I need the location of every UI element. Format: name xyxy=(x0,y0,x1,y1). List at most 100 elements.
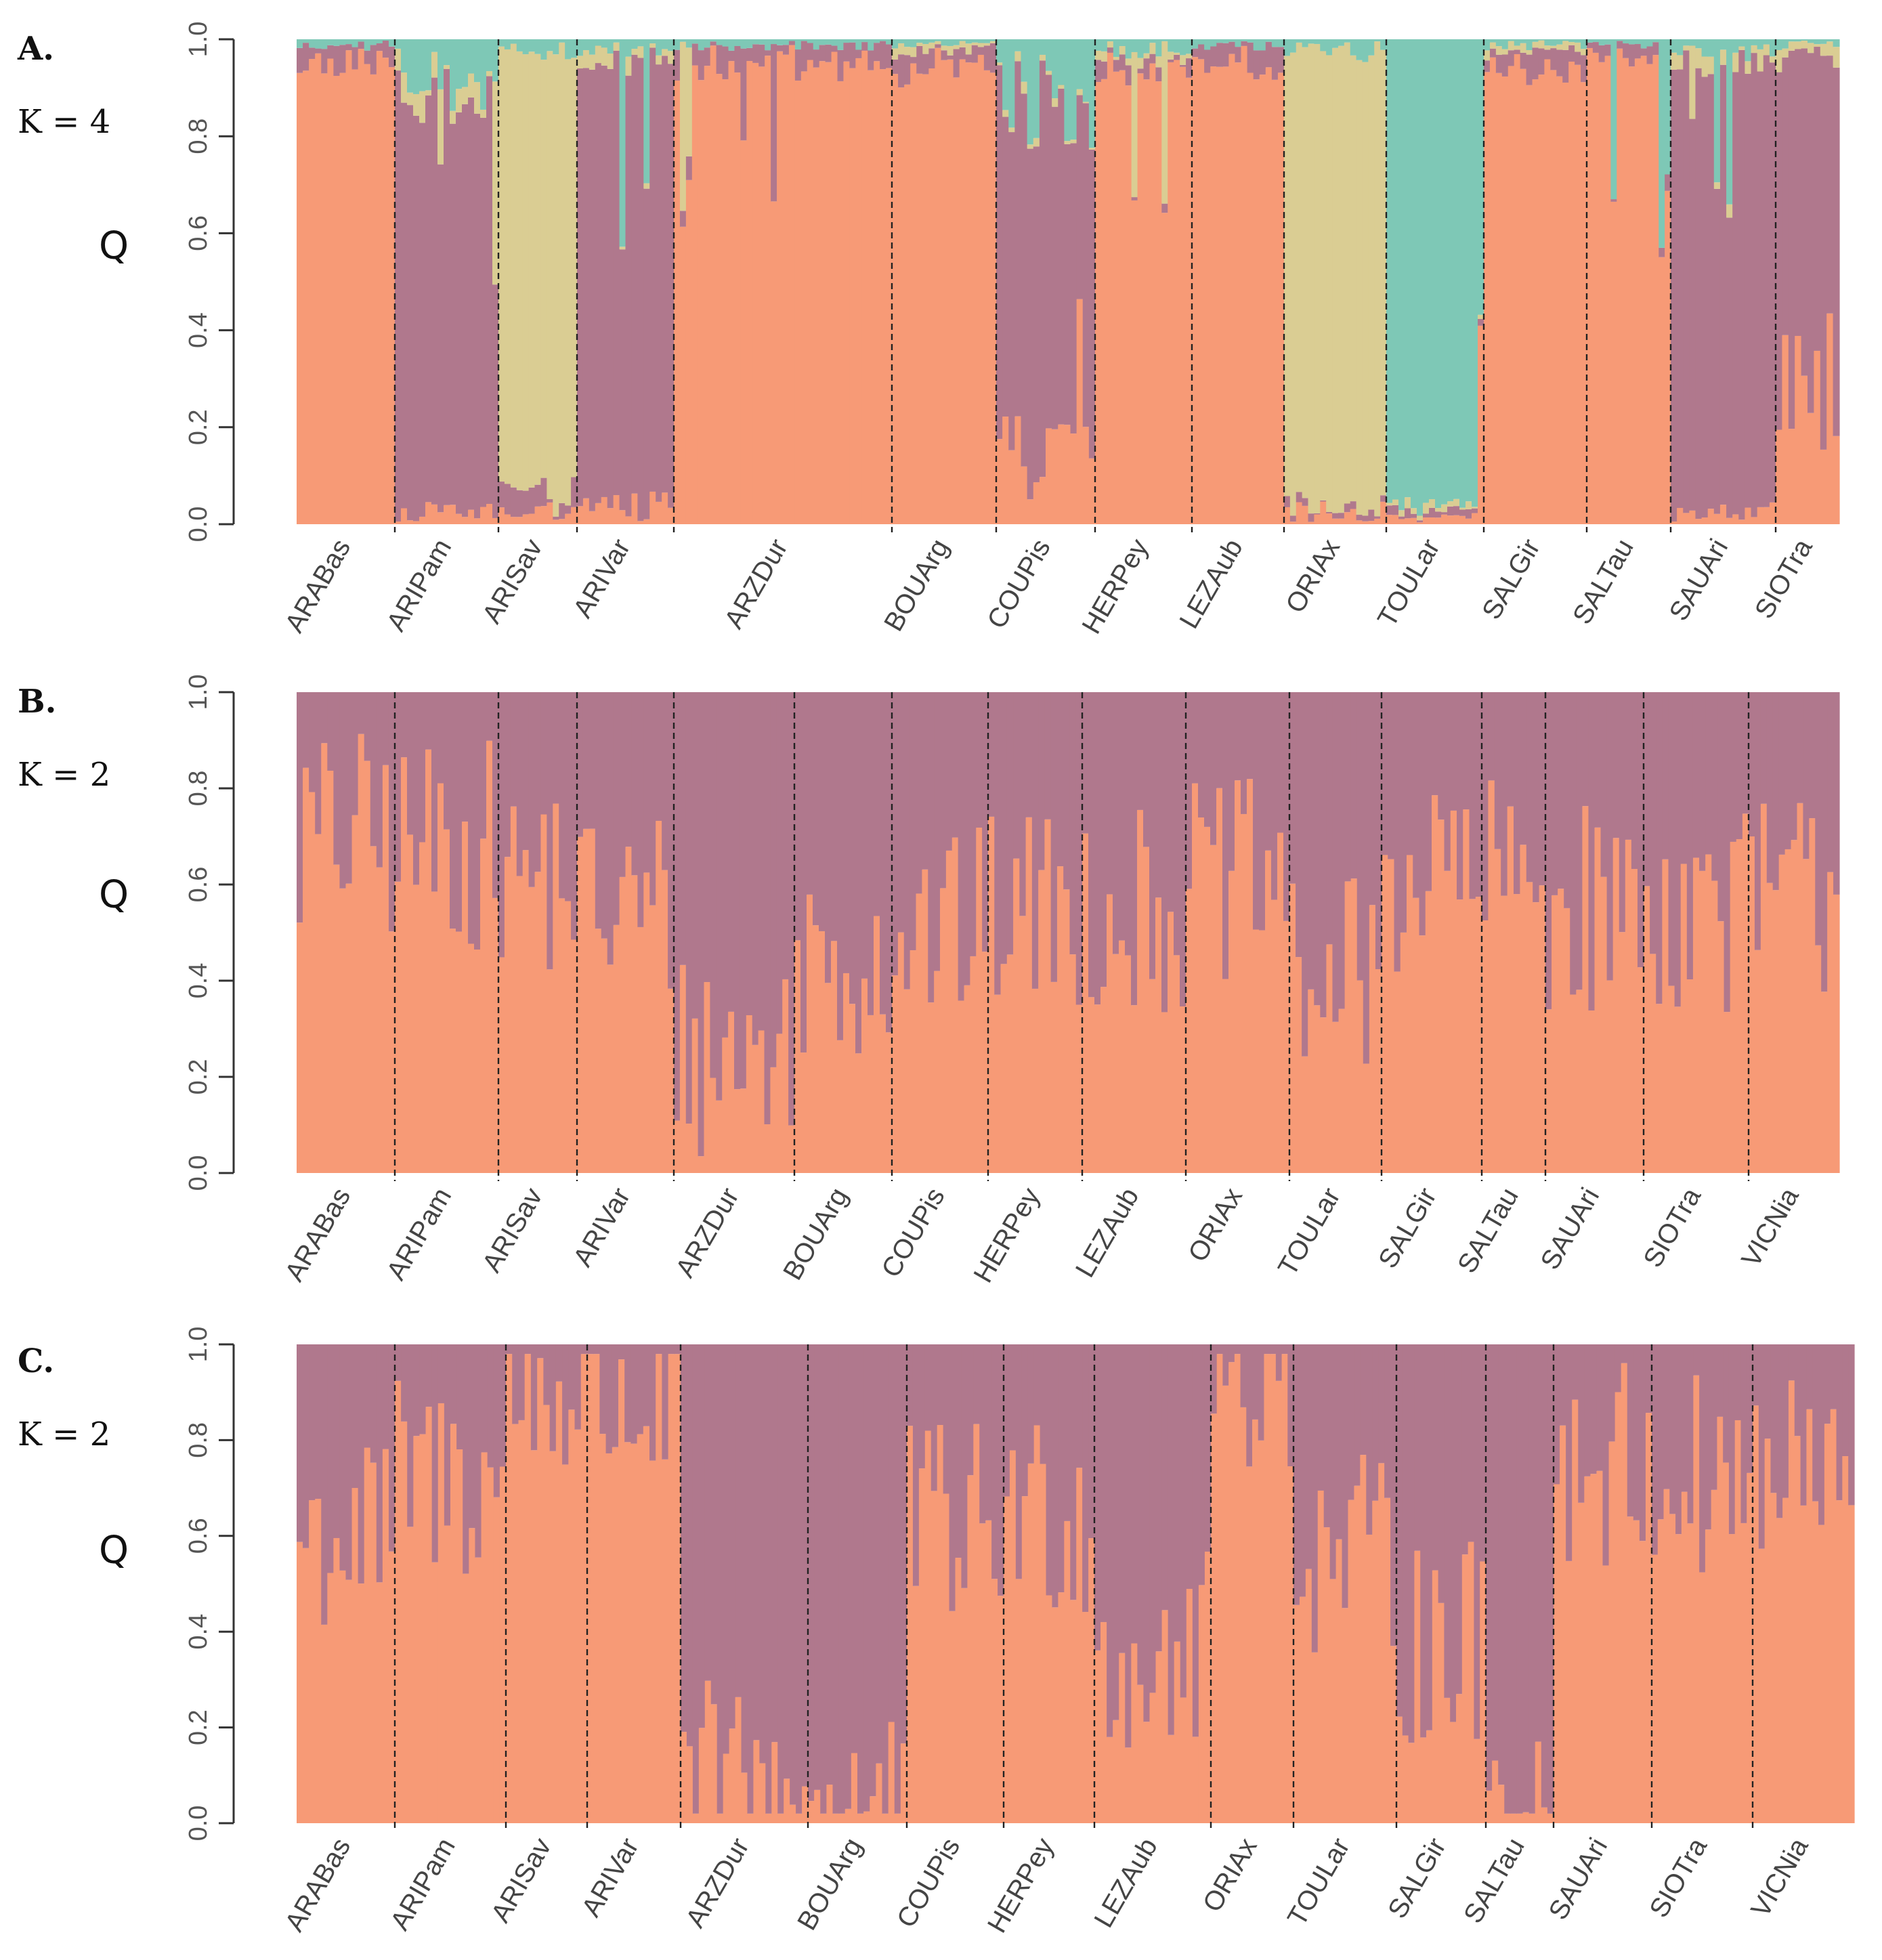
bar-segment xyxy=(752,39,759,45)
bar-segment xyxy=(582,498,590,524)
bar-segment xyxy=(1107,1737,1113,1823)
y-tick-label: 0.2 xyxy=(184,1709,213,1745)
bar-segment xyxy=(1751,517,1758,524)
bar-segment xyxy=(534,506,542,524)
bar-segment xyxy=(555,1344,563,1382)
bar-segment xyxy=(691,43,699,66)
bar-segment xyxy=(788,45,796,524)
bar-segment xyxy=(1719,39,1727,50)
bar-segment xyxy=(1180,66,1186,524)
bar-segment xyxy=(510,39,517,44)
bar-segment xyxy=(807,60,814,524)
bar-segment xyxy=(1342,1344,1349,1609)
bar-segment xyxy=(1820,43,1827,56)
bar-segment xyxy=(444,1344,451,1526)
bar-segment xyxy=(607,508,614,524)
bar-segment xyxy=(376,1344,383,1583)
bar-segment xyxy=(1094,1650,1101,1823)
bar-segment xyxy=(1180,55,1186,65)
bar-segment xyxy=(1494,692,1501,849)
bar-segment xyxy=(401,72,408,103)
bar-segment xyxy=(1753,1344,1759,1406)
bar-segment xyxy=(912,1344,920,1586)
bar-segment xyxy=(1671,52,1677,70)
bar-segment xyxy=(1277,39,1285,47)
bar-segment xyxy=(1833,894,1840,1173)
bar-segment xyxy=(1726,217,1733,518)
bar-segment xyxy=(1186,39,1193,54)
bar-segment xyxy=(886,692,893,1033)
bar-segment xyxy=(339,692,347,889)
bar-segment xyxy=(1277,832,1284,1173)
bar-segment xyxy=(668,51,675,64)
bar-segment xyxy=(734,1089,741,1173)
bar-segment xyxy=(1216,39,1223,43)
bar-segment xyxy=(1556,76,1563,525)
bar-segment xyxy=(1235,39,1242,47)
bar-segment xyxy=(419,1344,427,1434)
bar-segment xyxy=(928,39,936,43)
bar-segment xyxy=(1405,39,1411,498)
bar-segment xyxy=(1174,692,1180,956)
bar-segment xyxy=(1348,1344,1355,1500)
bar-segment xyxy=(1417,520,1424,523)
bar-segment xyxy=(1801,375,1808,524)
bar-segment xyxy=(874,39,880,43)
bar-segment xyxy=(1749,692,1755,836)
bar-segment xyxy=(1782,39,1789,49)
bar-segment xyxy=(1782,1497,1789,1823)
bar-segment xyxy=(1539,692,1546,886)
bar-segment xyxy=(1095,82,1102,524)
bar-segment xyxy=(1332,1021,1340,1173)
bar-segment xyxy=(1038,692,1045,870)
bar-segment xyxy=(419,123,426,517)
bar-segment xyxy=(1131,1005,1138,1173)
bar-segment xyxy=(1335,1539,1343,1823)
bar-segment xyxy=(1265,39,1273,42)
bar-segment xyxy=(637,39,644,47)
bar-segment xyxy=(358,1583,365,1823)
bar-segment xyxy=(1107,1344,1113,1737)
bar-segment xyxy=(996,39,1003,63)
bar-segment xyxy=(924,1344,932,1431)
bar-segment xyxy=(1833,39,1840,47)
bar-segment xyxy=(1064,425,1071,524)
bar-segment xyxy=(837,39,844,50)
bar-segment xyxy=(1275,1380,1283,1823)
bar-segment xyxy=(1046,70,1052,75)
bar-segment xyxy=(704,39,711,48)
bar-segment xyxy=(303,767,309,1173)
bar-segment xyxy=(1576,692,1583,990)
bar-segment xyxy=(771,39,777,45)
population-label: BOUArg xyxy=(777,1183,854,1285)
bar-segment xyxy=(1419,692,1426,936)
bar-area xyxy=(297,692,1840,1173)
bar-segment xyxy=(1284,56,1291,496)
bar-segment xyxy=(565,901,572,1173)
bar-segment xyxy=(1338,518,1345,524)
bar-segment xyxy=(1058,1592,1065,1823)
bar-segment xyxy=(382,40,389,58)
bar-segment xyxy=(613,924,620,1173)
bar-segment xyxy=(800,41,808,72)
bar-segment xyxy=(904,39,911,47)
bar-segment xyxy=(364,64,371,525)
bar-segment xyxy=(1076,299,1084,524)
bar-segment xyxy=(643,39,650,184)
bar-segment xyxy=(1363,1063,1370,1173)
bar-segment xyxy=(1575,51,1581,65)
bar-segment xyxy=(297,39,303,48)
bar-segment xyxy=(1222,979,1229,1173)
bar-segment xyxy=(637,1344,644,1434)
bar-segment xyxy=(333,1344,341,1538)
bar-segment xyxy=(413,93,420,116)
bar-segment xyxy=(431,1562,439,1823)
bar-segment xyxy=(1590,1344,1598,1474)
bar-segment xyxy=(892,975,899,1173)
bar-segment xyxy=(898,87,905,525)
bar-segment xyxy=(1058,39,1065,85)
bar-segment xyxy=(1556,44,1563,50)
bar-segment xyxy=(1192,39,1199,49)
bar-segment xyxy=(1216,1354,1224,1823)
bar-segment xyxy=(868,39,874,51)
